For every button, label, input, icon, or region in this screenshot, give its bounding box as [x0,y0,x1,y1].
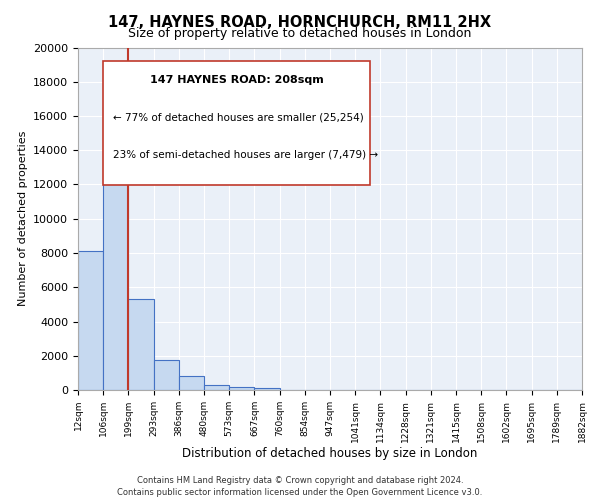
Bar [179,376,204,390]
Bar [229,388,254,390]
Text: Size of property relative to detached houses in London: Size of property relative to detached ho… [128,28,472,40]
X-axis label: Distribution of detached houses by size in London: Distribution of detached houses by size … [182,448,478,460]
Text: 147, HAYNES ROAD, HORNCHURCH, RM11 2HX: 147, HAYNES ROAD, HORNCHURCH, RM11 2HX [109,15,491,30]
Y-axis label: Number of detached properties: Number of detached properties [17,131,28,306]
Bar [103,108,128,390]
Text: 23% of semi-detached houses are larger (7,479) →: 23% of semi-detached houses are larger (… [113,150,379,160]
Text: Contains HM Land Registry data © Crown copyright and database right 2024.: Contains HM Land Registry data © Crown c… [137,476,463,485]
Bar [128,299,154,390]
Bar [204,385,229,390]
FancyBboxPatch shape [103,61,370,184]
Text: ← 77% of detached houses are smaller (25,254): ← 77% of detached houses are smaller (25… [113,112,364,122]
Text: Contains public sector information licensed under the Open Government Licence v3: Contains public sector information licen… [118,488,482,497]
Bar [78,252,103,390]
Bar [254,388,280,390]
Text: 147 HAYNES ROAD: 208sqm: 147 HAYNES ROAD: 208sqm [150,75,323,85]
Bar [154,360,179,390]
